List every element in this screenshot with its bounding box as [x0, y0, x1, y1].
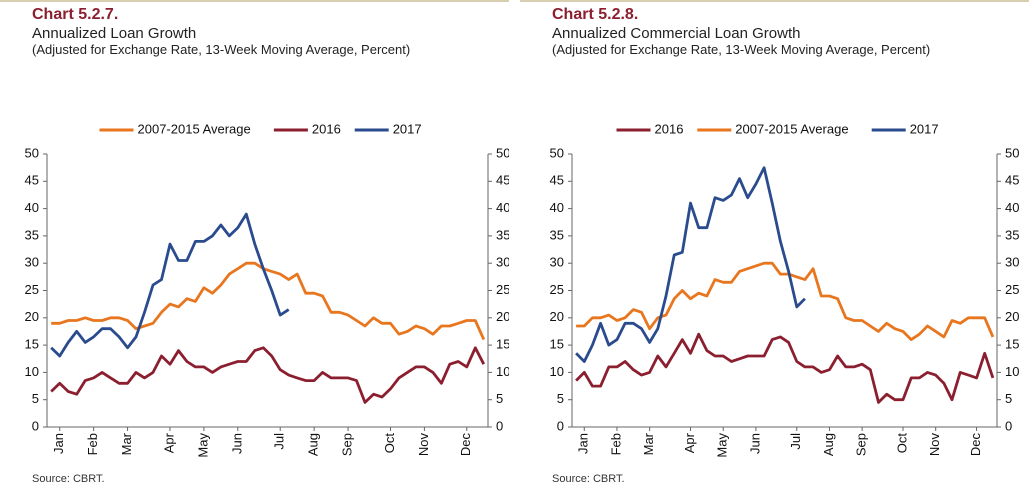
- y-tick-label: 40: [25, 200, 39, 215]
- y-tick-label: 20: [25, 309, 39, 324]
- x-tick-label: Feb: [85, 433, 100, 455]
- x-tick-label: Jul: [272, 433, 287, 450]
- y-tick-label: 45: [25, 173, 39, 188]
- x-tick-label: Dec: [458, 433, 473, 457]
- y2-tick-label: 5: [1005, 391, 1012, 406]
- x-tick-label: Aug: [306, 433, 321, 456]
- y-tick-label: 50: [550, 145, 564, 160]
- chart-header: Chart 5.2.8. Annualized Commercial Loan G…: [552, 6, 1012, 57]
- x-tick-label: Mar: [119, 432, 134, 455]
- chart-title: Chart 5.2.7.: [32, 6, 119, 23]
- chart-panel: Chart 5.2.7. Annualized Loan Growth (Adjus…: [0, 0, 509, 492]
- series-line: [575, 332, 995, 404]
- y-tick-label: 10: [25, 364, 39, 379]
- legend-label: 2017: [910, 121, 939, 136]
- y-tick-label: 30: [25, 255, 39, 270]
- x-tick-label: Jan: [51, 433, 66, 454]
- y2-tick-label: 30: [1005, 255, 1019, 270]
- y2-tick-label: 50: [1005, 145, 1019, 160]
- x-tick-label: Jul: [788, 433, 803, 450]
- y2-tick-label: 0: [496, 418, 503, 433]
- x-tick-label: Nov: [416, 433, 431, 457]
- y2-tick-label: 15: [496, 337, 509, 352]
- y2-tick-label: 40: [1005, 200, 1019, 215]
- y2-tick-label: 45: [496, 173, 509, 188]
- chart-title: Chart 5.2.8.: [552, 6, 639, 23]
- chart-header: Chart 5.2.7. Annualized Loan Growth (Adjus…: [32, 6, 492, 57]
- x-tick-label: Aug: [821, 433, 836, 456]
- series-line: [50, 346, 486, 404]
- y-tick-label: 35: [550, 227, 564, 242]
- x-tick-label: Oct: [382, 433, 397, 454]
- x-tick-label: Jun: [747, 433, 762, 454]
- y-tick-label: 5: [557, 391, 564, 406]
- y2-tick-label: 45: [1005, 173, 1019, 188]
- y2-tick-label: 35: [1005, 227, 1019, 242]
- x-tick-label: Apr: [161, 432, 176, 453]
- y-tick-label: 0: [557, 418, 564, 433]
- y-tick-label: 15: [550, 337, 564, 352]
- y-tick-label: 10: [550, 364, 564, 379]
- x-tick-label: May: [715, 433, 730, 458]
- y2-tick-label: 50: [496, 145, 509, 160]
- x-tick-label: Mar: [641, 432, 656, 455]
- y-tick-label: 20: [550, 309, 564, 324]
- x-tick-label: Apr: [682, 432, 697, 453]
- y2-tick-label: 20: [1005, 309, 1019, 324]
- x-tick-label: Jan: [576, 433, 591, 454]
- y-tick-label: 30: [550, 255, 564, 270]
- legend-label: 2016: [312, 121, 341, 136]
- y2-tick-label: 15: [1005, 337, 1019, 352]
- legend-label: 2007-2015 Average: [735, 121, 848, 136]
- y-tick-label: 0: [32, 418, 39, 433]
- y2-tick-label: 20: [496, 309, 509, 324]
- y-tick-label: 40: [550, 200, 564, 215]
- source-note: Source: CBRT.: [552, 473, 625, 485]
- y2-tick-label: 10: [1005, 364, 1019, 379]
- x-tick-label: Sep: [854, 433, 869, 456]
- x-tick-label: Nov: [927, 433, 942, 457]
- x-tick-label: Dec: [968, 433, 983, 457]
- legend-label: 2007-2015 Average: [138, 121, 251, 136]
- y-tick-label: 50: [25, 145, 39, 160]
- y2-tick-label: 10: [496, 364, 509, 379]
- series-line: [575, 166, 806, 363]
- legend-label: 2017: [393, 121, 422, 136]
- chart: 0 5 10 15 20 25 30 35 40 45 50 0 5 10 15 20 25 30 35 40 45 50…: [550, 121, 1020, 458]
- chart-note: (Adjusted for Exchange Rate, 13-Week Mov…: [552, 42, 931, 57]
- y-tick-label: 45: [550, 173, 564, 188]
- y2-tick-label: 25: [1005, 282, 1019, 297]
- chart-panel: Chart 5.2.8. Annualized Commercial Loan G…: [520, 0, 1029, 492]
- chart-subtitle: Annualized Commercial Loan Growth: [552, 25, 801, 42]
- series-line: [50, 212, 290, 358]
- y-tick-label: 25: [550, 282, 564, 297]
- y2-tick-label: 35: [496, 227, 509, 242]
- source-note: Source: CBRT.: [32, 473, 105, 485]
- chart: 0 5 10 15 20 25 30 35 40 45 50 0 5 10 15 20 25 30 35 40 45 50…: [25, 121, 509, 458]
- x-tick-label: Sep: [340, 433, 355, 456]
- y2-tick-label: 5: [496, 391, 503, 406]
- y-tick-label: 25: [25, 282, 39, 297]
- y2-tick-label: 0: [1005, 418, 1012, 433]
- y2-tick-label: 30: [496, 255, 509, 270]
- x-tick-label: Feb: [608, 433, 623, 455]
- legend-label: 2016: [655, 121, 684, 136]
- chart-note: (Adjusted for Exchange Rate, 13-Week Mov…: [32, 42, 411, 57]
- y2-tick-label: 40: [496, 200, 509, 215]
- x-tick-label: Jun: [229, 433, 244, 454]
- x-tick-label: Oct: [894, 433, 909, 454]
- chart-subtitle: Annualized Loan Growth: [32, 25, 197, 42]
- x-tick-label: May: [195, 433, 210, 458]
- y2-tick-label: 25: [496, 282, 509, 297]
- series-line: [576, 261, 995, 341]
- series-line: [51, 261, 486, 341]
- y-tick-label: 35: [25, 227, 39, 242]
- y-tick-label: 5: [32, 391, 39, 406]
- y-tick-label: 15: [25, 337, 39, 352]
